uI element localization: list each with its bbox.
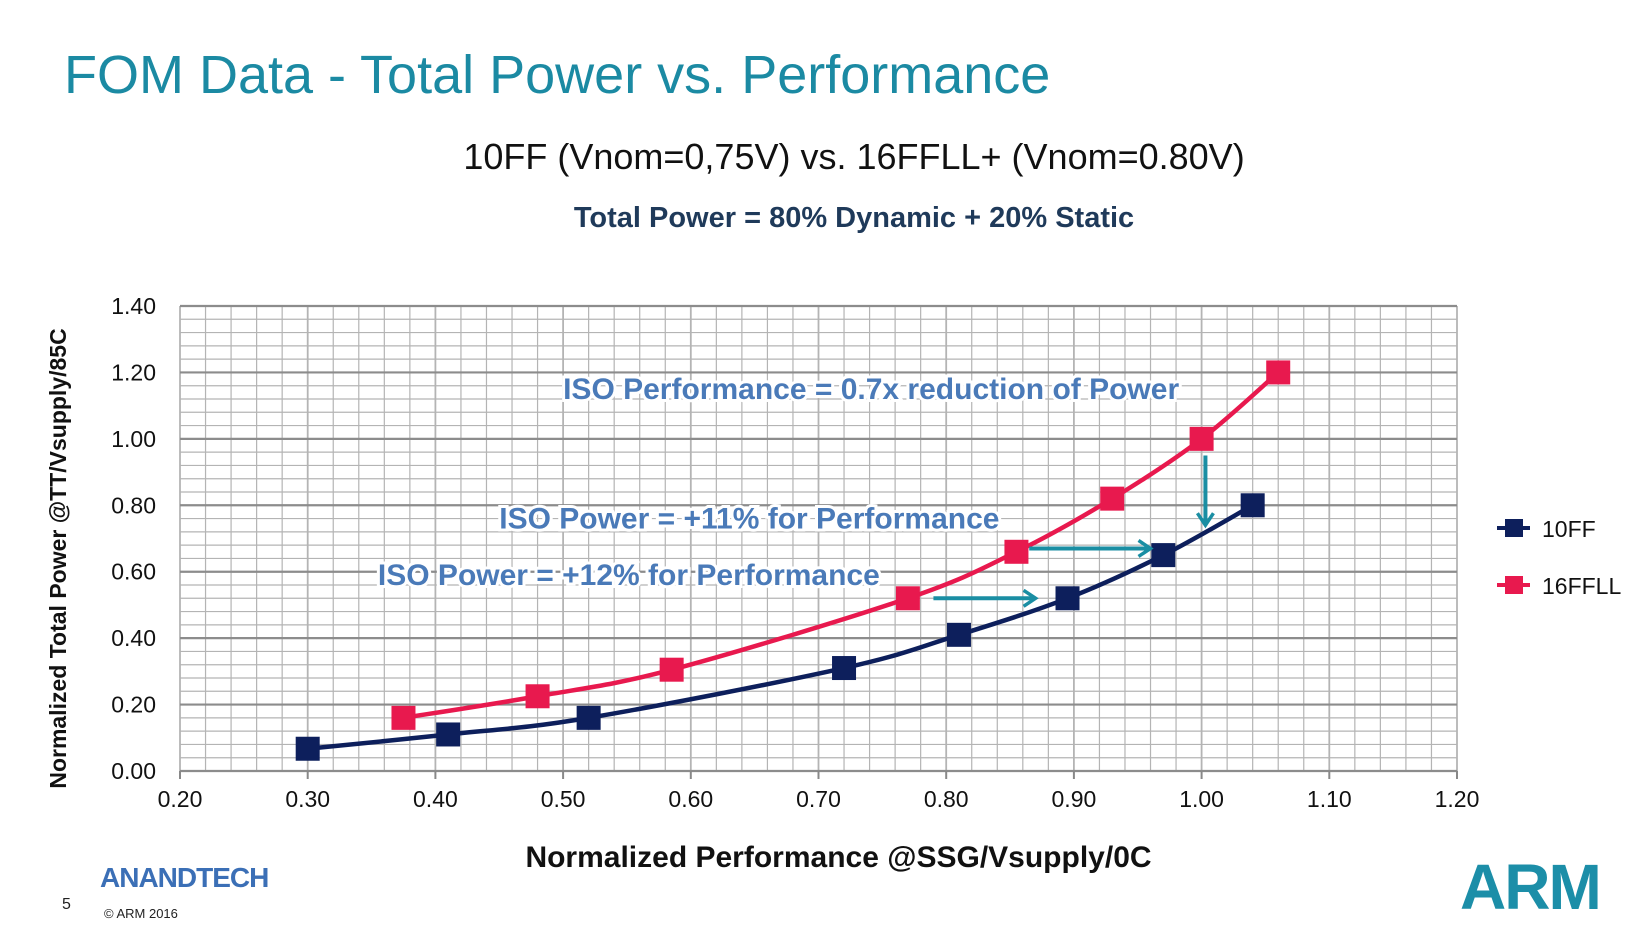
data-point-16FFLL [1189,426,1214,451]
data-point-16FFLL [1004,539,1029,564]
data-point-16FFLL [1100,486,1125,511]
x-tick-label: 1.10 [1307,786,1352,812]
y-tick-label: 0.40 [111,625,156,651]
y-tick-label: 0.00 [111,758,156,784]
power-formula: Total Power = 80% Dynamic + 20% Static [573,202,1135,234]
series-line-16FFLL [403,370,1280,721]
data-point-16FFLL [1266,360,1291,385]
data-point-10FF [436,722,461,747]
data-point-10FF [946,622,971,647]
annotation-text: ISO Performance = 0.7x reduction of Powe… [563,373,1179,406]
data-point-10FF [295,736,320,761]
y-tick-label: 0.20 [111,692,156,718]
y-tick-label: 1.40 [111,293,156,319]
x-tick-label: 1.20 [1435,786,1480,812]
data-point-16FFLL [391,705,416,730]
y-tick-label: 0.80 [111,492,156,518]
data-point-10FF [832,656,857,681]
x-tick-label: 0.70 [796,786,841,812]
data-point-16FFLL [659,657,684,682]
x-tick-label: 0.90 [1052,786,1097,812]
annotation-text: ISO Power = +12% for Performance [378,559,880,592]
y-tick-label: 1.20 [111,359,156,385]
y-tick-label: 1.00 [111,426,156,452]
legend-label-16FFLL: 16FFLL [1542,573,1621,599]
x-axis-label: Normalized Performance @SSG/Vsupply/0C [525,841,1151,874]
page-number: 5 [62,896,71,913]
data-point-16FFLL [525,684,550,709]
data-point-10FF [576,705,601,730]
x-tick-label: 0.60 [668,786,713,812]
slide-title: FOM Data - Total Power vs. Performance [64,45,1051,105]
x-tick-label: 0.80 [924,786,969,812]
x-tick-label: 0.30 [285,786,330,812]
data-point-10FF [1055,586,1080,611]
series-line-10FF [307,503,1254,751]
anandtech-watermark: ANANDTECH [100,862,269,893]
arm-logo: ARM [1460,851,1602,923]
slide-subtitle: 10FF (Vnom=0,75V) vs. 16FFLL+ (Vnom=0.80… [463,136,1245,177]
data-point-10FF [1240,493,1265,518]
x-tick-label: 0.20 [158,786,203,812]
data-point-16FFLL [895,586,920,611]
annotation-text: ISO Power = +11% for Performance [499,503,999,536]
y-axis-label: Normalized Total Power @TT/Vsupply/85C [45,328,71,788]
legend-label-10FF: 10FF [1542,516,1596,542]
y-tick-label: 0.60 [111,559,156,585]
x-tick-label: 1.00 [1179,786,1224,812]
copyright: © ARM 2016 [104,906,178,921]
legend-marker-16FFLL [1505,576,1523,594]
legend-marker-10FF [1505,519,1523,537]
x-tick-label: 0.50 [541,786,586,812]
data-point-10FF [1151,543,1176,568]
x-tick-label: 0.40 [413,786,458,812]
